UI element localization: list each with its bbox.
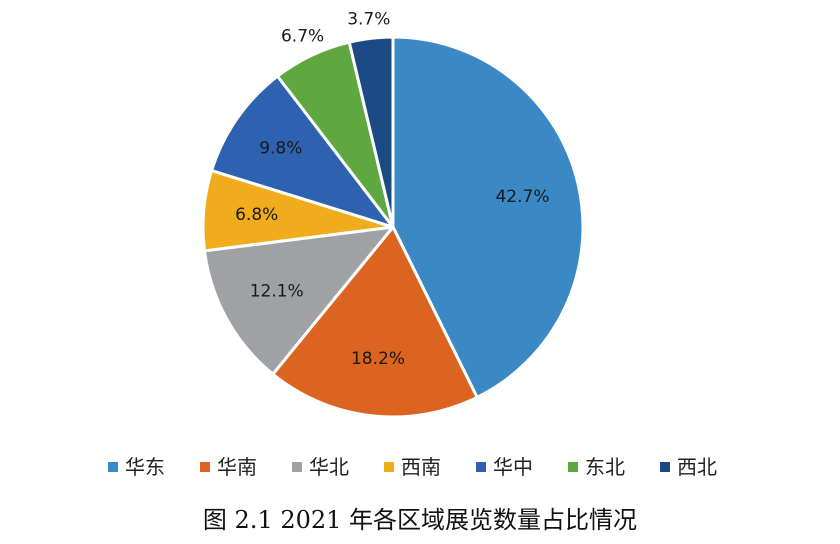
data-label-华南: 18.2% <box>351 349 405 369</box>
legend-label-西南: 西南 <box>401 455 441 479</box>
data-label-华中: 9.8% <box>259 139 302 159</box>
legend-item-东北: 东北 <box>568 455 625 479</box>
legend-item-华中: 华中 <box>476 455 533 479</box>
legend-label-西北: 西北 <box>677 455 717 479</box>
data-label-西北: 3.7% <box>347 9 390 29</box>
legend-item-西南: 西南 <box>384 455 441 479</box>
pie-slice-西北 <box>347 35 395 229</box>
data-label-华北: 12.1% <box>250 281 304 301</box>
legend-label-华东: 华东 <box>125 455 165 479</box>
pie-slice-华中 <box>210 74 395 229</box>
legend-swatch-华南 <box>200 462 210 472</box>
legend-swatch-西北 <box>660 462 670 472</box>
pie-slice-华东 <box>391 35 585 399</box>
data-label-华东: 42.7% <box>495 187 549 207</box>
legend-label-东北: 东北 <box>585 455 625 479</box>
legend-item-华北: 华北 <box>292 455 349 479</box>
pie-data-labels: 42.7% 18.2% 12.1% 6.8% 9.8% 6.7% 3.7% <box>235 9 549 369</box>
legend-item-华南: 华南 <box>200 455 257 479</box>
pie-slice-华南 <box>271 225 479 419</box>
pie-slice-华北 <box>203 225 395 376</box>
legend-swatch-华北 <box>292 462 302 472</box>
legend-item-西北: 西北 <box>660 455 717 479</box>
legend-swatch-西南 <box>384 462 394 472</box>
data-label-西南: 6.8% <box>235 205 278 225</box>
legend-swatch-东北 <box>568 462 578 472</box>
legend-label-华中: 华中 <box>493 455 533 479</box>
legend-swatch-华东 <box>108 462 118 472</box>
data-label-东北: 6.7% <box>281 27 324 47</box>
legend-label-华北: 华北 <box>309 455 349 479</box>
pie-slices <box>201 35 585 419</box>
chart-legend: 华东 华南 华北 西南 华中 东北 西北 <box>108 455 717 479</box>
legend-item-华东: 华东 <box>108 455 165 479</box>
figure-caption: 图 2.1 2021 年各区域展览数量占比情况 <box>203 506 637 534</box>
legend-label-华南: 华南 <box>217 455 257 479</box>
legend-swatch-华中 <box>476 462 486 472</box>
